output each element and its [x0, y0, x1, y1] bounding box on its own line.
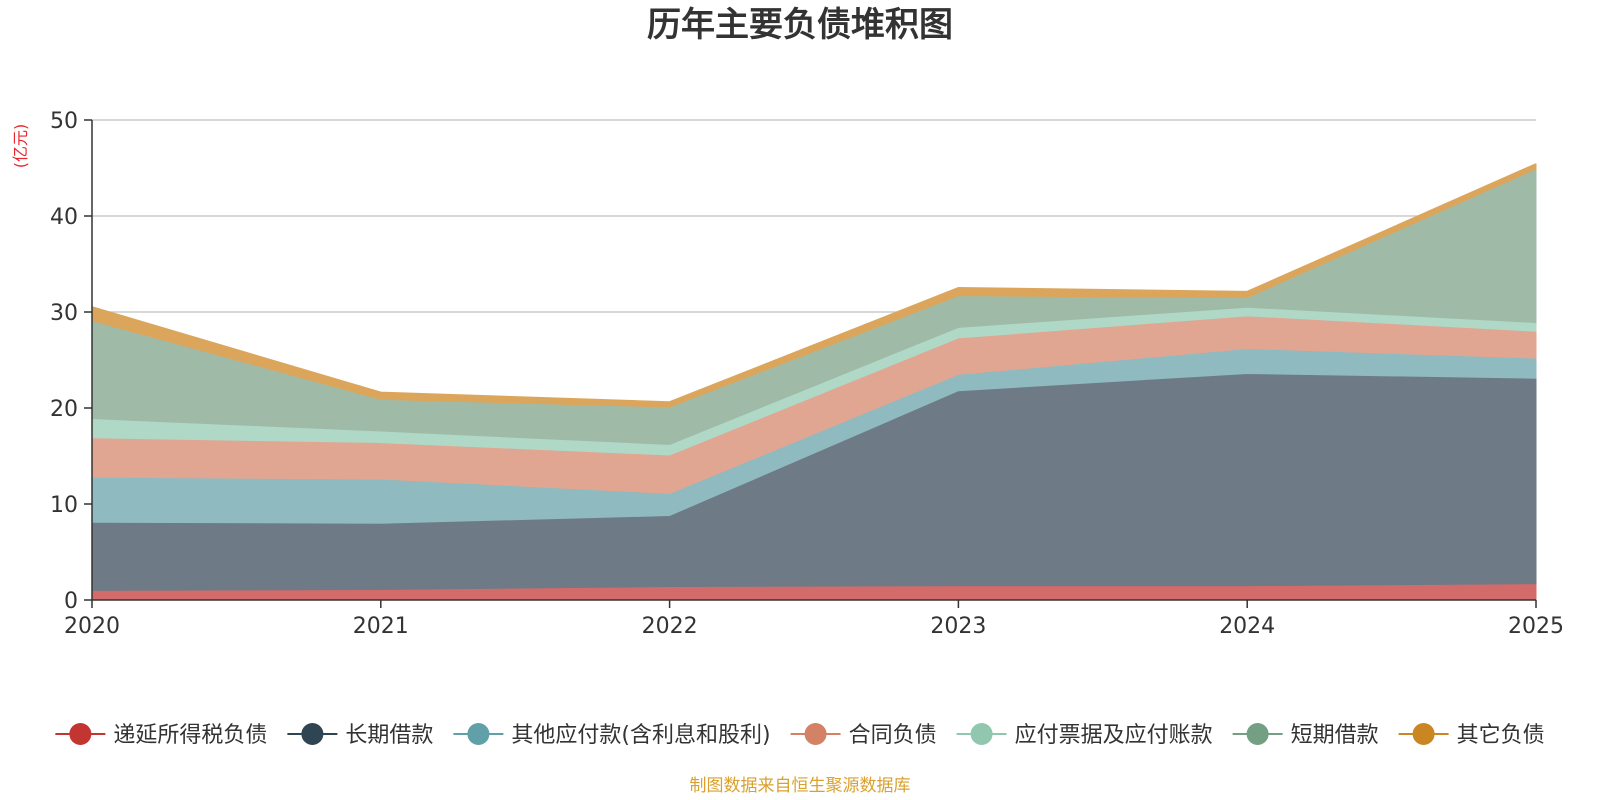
legend-item: 其它负债 [1398, 723, 1545, 748]
y-tick-label: 20 [50, 397, 78, 422]
legend-circle-icon [301, 723, 324, 745]
legend-label: 长期借款 [345, 723, 433, 748]
y-tick-label: 10 [50, 493, 78, 518]
x-tick-label: 2021 [353, 614, 409, 639]
legend-item: 短期借款 [1232, 723, 1379, 748]
x-tick-label: 2023 [930, 614, 986, 639]
legend-label: 其它负债 [1457, 723, 1545, 748]
legend-circle-icon [1412, 723, 1435, 745]
legend-circle-icon [1246, 723, 1269, 745]
chart-title: 历年主要负债堆积图 [647, 5, 953, 45]
legend-item: 递延所得税负债 [55, 723, 267, 748]
legend-circle-icon [970, 723, 993, 745]
legend-item: 合同负债 [790, 723, 937, 748]
legend-label: 合同负债 [849, 723, 937, 748]
legend-item: 应付票据及应付账款 [956, 723, 1213, 748]
x-tick-label: 2020 [64, 614, 120, 639]
legend-item: 其他应付款(含利息和股利) [453, 723, 771, 748]
y-tick-label: 0 [64, 589, 78, 614]
area-series-group [91, 163, 1537, 601]
y-tick-label: 30 [50, 301, 78, 326]
legend-label: 应付票据及应付账款 [1015, 723, 1213, 748]
legend: 递延所得税负债 长期借款 其他应付款(含利息和股利) 合同负债 应付票据及应付账款 短期借… [55, 723, 1545, 748]
x-tick-label: 2022 [642, 614, 698, 639]
legend-label: 其他应付款(含利息和股利) [511, 723, 770, 748]
x-tick-label: 2025 [1508, 614, 1564, 639]
legend-circle-icon [69, 723, 92, 745]
y-tick-label: 50 [50, 109, 78, 134]
data-source-note: 制图数据来自恒生聚源数据库 [690, 776, 911, 796]
legend-circle-icon [804, 723, 827, 745]
legend-label: 递延所得税负债 [113, 723, 267, 748]
area-edge-其它负债 [91, 163, 1537, 404]
y-tick-label: 40 [50, 205, 78, 230]
axes: 0 10 20 30 40 50 2020 2021 2022 2023 2024 2025 [50, 109, 1564, 639]
legend-label: 短期借款 [1291, 723, 1379, 748]
y-axis-unit-label: (亿元) [11, 124, 30, 169]
legend-circle-icon [467, 723, 490, 745]
x-tick-label: 2024 [1219, 614, 1275, 639]
legend-item: 长期借款 [287, 723, 433, 748]
